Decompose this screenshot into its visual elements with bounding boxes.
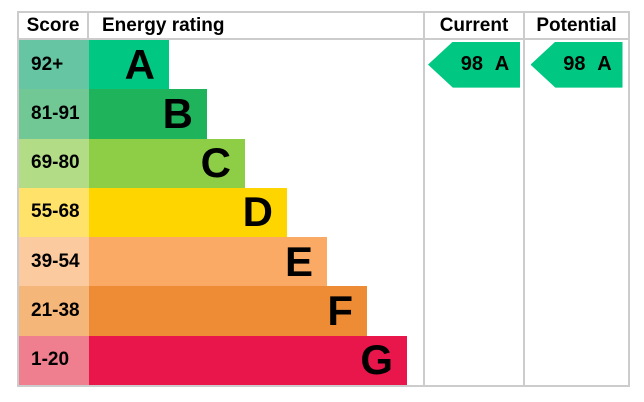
score-range-f: 21-38 bbox=[19, 286, 89, 336]
current-column-header: Current bbox=[423, 13, 523, 38]
potential-cell-c bbox=[523, 138, 628, 188]
score-column-header: Score bbox=[19, 13, 89, 38]
score-range-b: 81-91 bbox=[19, 89, 89, 139]
bar-area-c: C bbox=[89, 138, 423, 188]
score-range-d: 55-68 bbox=[19, 187, 89, 238]
bar-area-e: E bbox=[89, 237, 423, 287]
current-cell-f bbox=[423, 286, 523, 336]
band-row-e: 39-54 E bbox=[19, 237, 628, 287]
potential-rating-arrow: 98 A bbox=[530, 41, 623, 88]
potential-cell-b bbox=[523, 89, 628, 139]
rating-bar-c: C bbox=[89, 138, 245, 188]
current-cell-a: 98 A bbox=[423, 40, 523, 90]
bar-area-a: A bbox=[89, 40, 423, 90]
band-letter-d: D bbox=[242, 188, 273, 236]
current-cell-e bbox=[423, 237, 523, 287]
bar-area-b: B bbox=[89, 89, 423, 139]
rating-bar-b: B bbox=[89, 89, 207, 139]
band-row-a: 92+ A 98 A 98 A bbox=[19, 40, 628, 90]
energy-rating-column-header: Energy rating bbox=[102, 15, 225, 36]
potential-cell-g bbox=[523, 335, 628, 385]
score-range-g: 1-20 bbox=[19, 335, 89, 385]
band-rows: 92+ A 98 A 98 A 81-91 B bbox=[19, 40, 628, 385]
band-row-f: 21-38 F bbox=[19, 286, 628, 336]
band-letter-g: G bbox=[360, 336, 393, 384]
potential-cell-e bbox=[523, 237, 628, 287]
band-row-c: 69-80 C bbox=[19, 138, 628, 188]
bar-area-g: G bbox=[89, 335, 423, 385]
band-letter-b: B bbox=[162, 89, 193, 137]
current-cell-d bbox=[423, 187, 523, 238]
rating-bar-a: A bbox=[89, 40, 169, 90]
current-cell-c bbox=[423, 138, 523, 188]
potential-cell-d bbox=[523, 187, 628, 238]
epc-rating-chart: Score Energy rating Current Potential 92… bbox=[17, 11, 630, 387]
potential-cell-f bbox=[523, 286, 628, 336]
bar-area-d: D bbox=[89, 187, 423, 238]
band-row-g: 1-20 G bbox=[19, 335, 628, 385]
current-rating-arrow: 98 A bbox=[428, 41, 520, 88]
band-row-d: 55-68 D bbox=[19, 187, 628, 238]
score-range-a: 92+ bbox=[19, 40, 89, 90]
band-letter-c: C bbox=[200, 139, 231, 187]
band-letter-e: E bbox=[284, 237, 313, 285]
score-range-e: 39-54 bbox=[19, 237, 89, 287]
potential-cell-a: 98 A bbox=[523, 40, 628, 90]
potential-column-header: Potential bbox=[523, 13, 628, 38]
rating-bar-g: G bbox=[89, 335, 407, 385]
score-range-c: 69-80 bbox=[19, 138, 89, 188]
band-letter-f: F bbox=[327, 287, 353, 335]
rating-bar-e: E bbox=[89, 237, 327, 287]
band-letter-a: A bbox=[124, 40, 155, 88]
rating-bar-f: F bbox=[89, 286, 367, 336]
rating-bar-d: D bbox=[89, 187, 287, 238]
current-cell-b bbox=[423, 89, 523, 139]
current-cell-g bbox=[423, 335, 523, 385]
bar-area-f: F bbox=[89, 286, 423, 336]
chart-header-row: Score Energy rating Current Potential bbox=[19, 13, 628, 40]
band-row-b: 81-91 B bbox=[19, 89, 628, 139]
